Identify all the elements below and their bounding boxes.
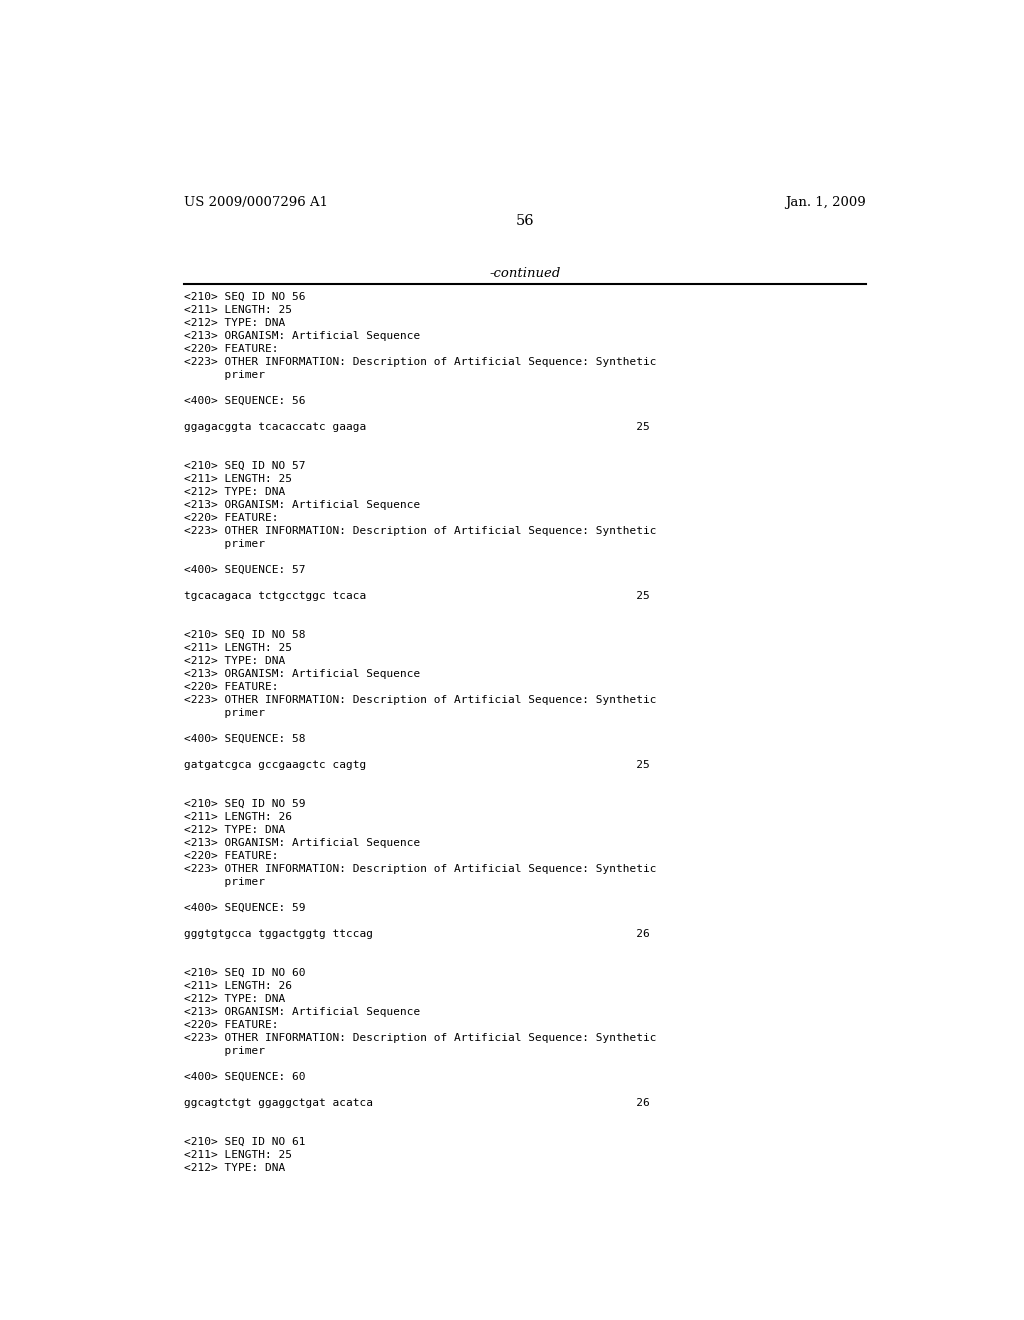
Text: <212> TYPE: DNA: <212> TYPE: DNA [183, 656, 285, 665]
Text: <211> LENGTH: 25: <211> LENGTH: 25 [183, 1150, 292, 1160]
Text: <400> SEQUENCE: 56: <400> SEQUENCE: 56 [183, 396, 305, 405]
Text: <212> TYPE: DNA: <212> TYPE: DNA [183, 487, 285, 496]
Text: <212> TYPE: DNA: <212> TYPE: DNA [183, 1163, 285, 1173]
Text: primer: primer [183, 370, 264, 380]
Text: <212> TYPE: DNA: <212> TYPE: DNA [183, 994, 285, 1005]
Text: primer: primer [183, 876, 264, 887]
Text: ggcagtctgt ggaggctgat acatca                                       26: ggcagtctgt ggaggctgat acatca 26 [183, 1098, 649, 1109]
Text: <400> SEQUENCE: 60: <400> SEQUENCE: 60 [183, 1072, 305, 1082]
Text: <400> SEQUENCE: 58: <400> SEQUENCE: 58 [183, 734, 305, 744]
Text: <223> OTHER INFORMATION: Description of Artificial Sequence: Synthetic: <223> OTHER INFORMATION: Description of … [183, 1034, 656, 1043]
Text: -continued: -continued [489, 267, 560, 280]
Text: <210> SEQ ID NO 60: <210> SEQ ID NO 60 [183, 968, 305, 978]
Text: <210> SEQ ID NO 58: <210> SEQ ID NO 58 [183, 630, 305, 640]
Text: <210> SEQ ID NO 57: <210> SEQ ID NO 57 [183, 461, 305, 471]
Text: <211> LENGTH: 25: <211> LENGTH: 25 [183, 305, 292, 314]
Text: tgcacagaca tctgcctggc tcaca                                        25: tgcacagaca tctgcctggc tcaca 25 [183, 591, 649, 601]
Text: Jan. 1, 2009: Jan. 1, 2009 [785, 195, 866, 209]
Text: <211> LENGTH: 25: <211> LENGTH: 25 [183, 474, 292, 483]
Text: ggagacggta tcacaccatc gaaga                                        25: ggagacggta tcacaccatc gaaga 25 [183, 421, 649, 432]
Text: primer: primer [183, 708, 264, 718]
Text: <220> FEATURE:: <220> FEATURE: [183, 343, 279, 354]
Text: gggtgtgcca tggactggtg ttccag                                       26: gggtgtgcca tggactggtg ttccag 26 [183, 929, 649, 939]
Text: <400> SEQUENCE: 59: <400> SEQUENCE: 59 [183, 903, 305, 913]
Text: <223> OTHER INFORMATION: Description of Artificial Sequence: Synthetic: <223> OTHER INFORMATION: Description of … [183, 356, 656, 367]
Text: <212> TYPE: DNA: <212> TYPE: DNA [183, 318, 285, 327]
Text: <213> ORGANISM: Artificial Sequence: <213> ORGANISM: Artificial Sequence [183, 330, 420, 341]
Text: US 2009/0007296 A1: US 2009/0007296 A1 [183, 195, 328, 209]
Text: 56: 56 [515, 214, 535, 228]
Text: <211> LENGTH: 26: <211> LENGTH: 26 [183, 981, 292, 991]
Text: <213> ORGANISM: Artificial Sequence: <213> ORGANISM: Artificial Sequence [183, 838, 420, 847]
Text: <220> FEATURE:: <220> FEATURE: [183, 851, 279, 861]
Text: <213> ORGANISM: Artificial Sequence: <213> ORGANISM: Artificial Sequence [183, 669, 420, 678]
Text: <213> ORGANISM: Artificial Sequence: <213> ORGANISM: Artificial Sequence [183, 1007, 420, 1018]
Text: <211> LENGTH: 26: <211> LENGTH: 26 [183, 812, 292, 822]
Text: <210> SEQ ID NO 59: <210> SEQ ID NO 59 [183, 799, 305, 809]
Text: primer: primer [183, 539, 264, 549]
Text: <220> FEATURE:: <220> FEATURE: [183, 682, 279, 692]
Text: <213> ORGANISM: Artificial Sequence: <213> ORGANISM: Artificial Sequence [183, 500, 420, 510]
Text: primer: primer [183, 1047, 264, 1056]
Text: <212> TYPE: DNA: <212> TYPE: DNA [183, 825, 285, 836]
Text: <210> SEQ ID NO 56: <210> SEQ ID NO 56 [183, 292, 305, 301]
Text: <210> SEQ ID NO 61: <210> SEQ ID NO 61 [183, 1138, 305, 1147]
Text: gatgatcgca gccgaagctc cagtg                                        25: gatgatcgca gccgaagctc cagtg 25 [183, 760, 649, 770]
Text: <223> OTHER INFORMATION: Description of Artificial Sequence: Synthetic: <223> OTHER INFORMATION: Description of … [183, 694, 656, 705]
Text: <223> OTHER INFORMATION: Description of Artificial Sequence: Synthetic: <223> OTHER INFORMATION: Description of … [183, 865, 656, 874]
Text: <400> SEQUENCE: 57: <400> SEQUENCE: 57 [183, 565, 305, 574]
Text: <223> OTHER INFORMATION: Description of Artificial Sequence: Synthetic: <223> OTHER INFORMATION: Description of … [183, 525, 656, 536]
Text: <220> FEATURE:: <220> FEATURE: [183, 1020, 279, 1030]
Text: <220> FEATURE:: <220> FEATURE: [183, 512, 279, 523]
Text: <211> LENGTH: 25: <211> LENGTH: 25 [183, 643, 292, 653]
